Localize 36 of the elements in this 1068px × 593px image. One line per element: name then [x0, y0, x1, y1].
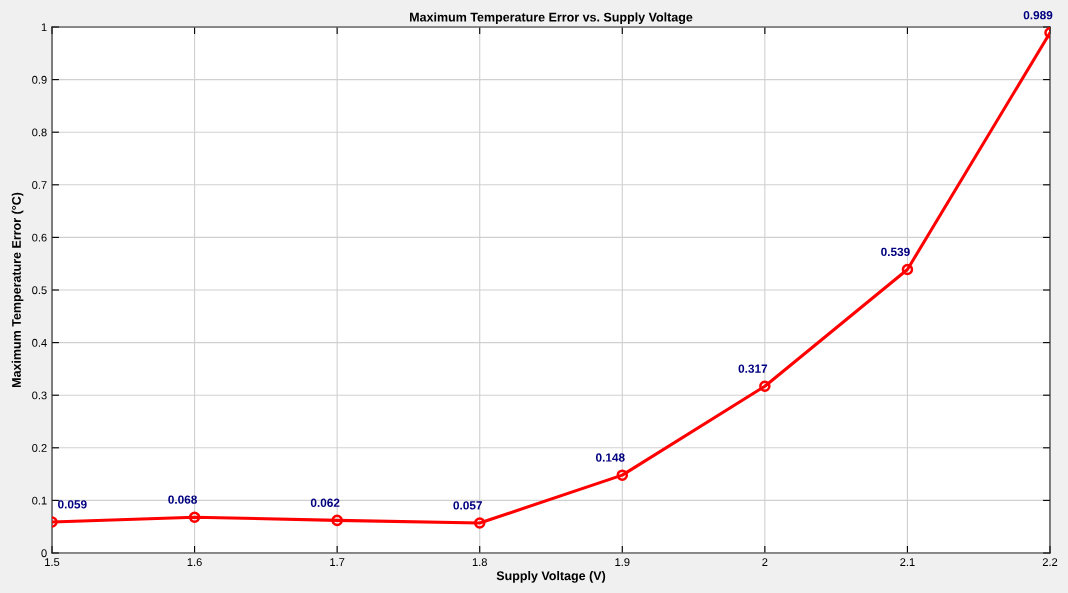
point — [188, 511, 201, 523]
point — [331, 514, 343, 527]
x-tick-label: 2 — [762, 558, 768, 566]
data-label: 0.539 — [881, 247, 910, 257]
y-axis-title: Maximum Temperature Error (°C) — [11, 192, 24, 388]
data-label: 0.148 — [595, 453, 625, 462]
data-label: 0.059 — [58, 500, 87, 509]
x-axis-title: Supply Voltage (V) — [496, 571, 606, 583]
y-tick-label: 0.5 — [32, 286, 47, 295]
x-tick-label: 1.7 — [330, 558, 345, 566]
data-label: 0.057 — [453, 501, 482, 510]
data-label: 0.989 — [1023, 10, 1053, 20]
y-tick-label: 0.1 — [32, 496, 47, 505]
y-tick-label: 1 — [41, 23, 47, 32]
y-tick-label: 0.2 — [32, 444, 47, 452]
y-tick-label: 0.8 — [32, 128, 47, 137]
y-tick-label: 0.9 — [32, 75, 47, 84]
x-tick-label: 1.8 — [472, 558, 487, 567]
point — [473, 517, 486, 529]
x-tick-label: 1.5 — [45, 558, 60, 567]
y-tick-label: 0.7 — [32, 181, 47, 189]
x-tick-label: 1.9 — [615, 558, 630, 567]
y-tick-label: 0.3 — [32, 391, 47, 400]
point — [901, 263, 914, 276]
y-tick-label: 0.6 — [32, 233, 47, 242]
x-tick-label: 1.6 — [187, 558, 202, 567]
x-tick-label: 2.2 — [1042, 558, 1058, 566]
data-label: 0.068 — [168, 495, 197, 504]
point — [759, 380, 771, 393]
x-tick-label: 2.1 — [900, 558, 915, 566]
y-tick-label: 0.4 — [32, 338, 47, 347]
chart-title: Maximum Temperature Error vs. Supply Voltage — [410, 12, 693, 25]
point — [616, 469, 629, 481]
data-label: 0.062 — [310, 498, 340, 507]
data-label: 0.317 — [738, 364, 768, 373]
y-tick-label: 0 — [41, 549, 47, 558]
